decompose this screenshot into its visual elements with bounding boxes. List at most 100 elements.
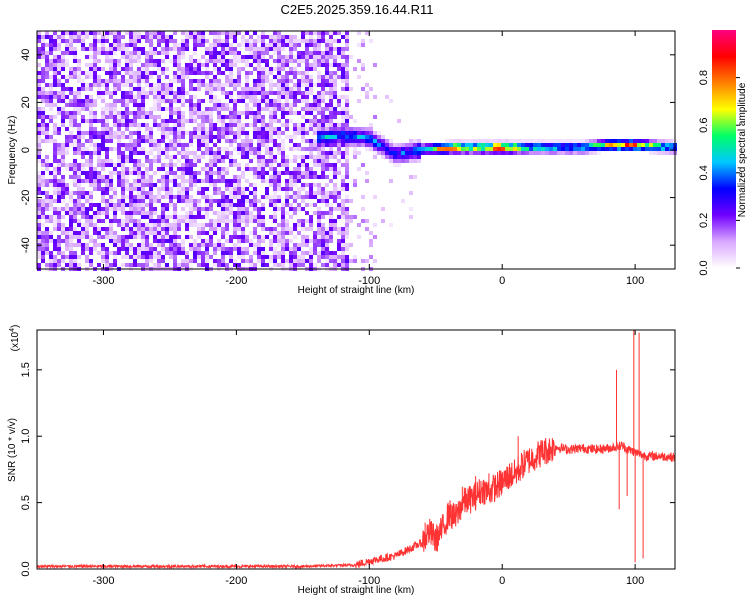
spectrogram-cell (201, 263, 205, 267)
spectrogram-cell (181, 103, 185, 107)
spectrogram-cell (261, 39, 265, 43)
spectrogram-cell (161, 223, 165, 227)
spectrogram-cell (101, 255, 105, 259)
spectrogram-cell (197, 43, 201, 47)
spectrogram-cell (265, 79, 269, 83)
spectrogram-cell (85, 95, 89, 99)
spectrogram-cell (189, 131, 193, 135)
spectrogram-cell (85, 211, 89, 215)
spectrogram-cell (45, 115, 49, 119)
spectrogram-cell (201, 223, 205, 227)
spectrogram-cell (45, 43, 49, 47)
spectrogram-cell (121, 211, 125, 215)
spectrogram-cell (245, 223, 249, 227)
spectrogram-cell (277, 171, 281, 175)
spectrogram-cell (81, 143, 85, 147)
spectrogram-cell (77, 255, 81, 259)
spectrogram-cell (49, 215, 53, 219)
spectrogram-cell (145, 259, 149, 263)
spectrogram-cell (297, 219, 301, 223)
spectrogram-cell (241, 59, 245, 63)
spectrogram-cell (405, 147, 409, 151)
spectrogram-cell (221, 123, 225, 127)
spectrogram-cell (197, 251, 201, 255)
spectrogram-cell (125, 103, 129, 107)
spectrogram-cell (337, 111, 341, 115)
spectrogram-cell (253, 87, 257, 91)
spectrogram-cell (281, 115, 285, 119)
spectrogram-cell (433, 143, 437, 147)
spectrogram-cell (225, 223, 229, 227)
spectrogram-cell (177, 223, 181, 227)
spectrogram-cell (265, 63, 269, 67)
spectrogram-cell (297, 43, 301, 47)
spectrogram-cell (37, 159, 41, 163)
spectrogram-cell (133, 227, 137, 231)
spectrogram-cell (117, 207, 121, 211)
spectrogram-cell (133, 139, 137, 143)
spectrogram-cell (365, 91, 369, 95)
spectrogram-cell (577, 147, 581, 151)
spectrogram-cell (65, 247, 69, 251)
spectrogram-cell (485, 147, 489, 151)
spectrogram-cell (121, 111, 125, 115)
spectrogram-cell (165, 127, 169, 131)
spectrogram-cell (361, 207, 365, 211)
spectrogram-cell (185, 235, 189, 239)
spectrogram-cell (61, 35, 65, 39)
spectrogram-cell (305, 71, 309, 75)
spectrogram-cell (657, 143, 661, 147)
spectrogram-cell (269, 55, 273, 59)
spectrogram-cell (133, 31, 137, 35)
spectrogram-cell (241, 99, 245, 103)
spectrogram-cell (301, 147, 305, 151)
spectrogram-cell (121, 147, 125, 151)
spectrogram-cell (325, 103, 329, 107)
spectrogram-cell (217, 111, 221, 115)
spectrogram-cell (217, 167, 221, 171)
spectrogram-cell (73, 151, 77, 155)
spectrogram-cell (273, 183, 277, 187)
spectrogram-cell (93, 119, 97, 123)
spectrogram-cell (109, 195, 113, 199)
spectrogram-cell (45, 131, 49, 135)
spectrogram-cell (317, 59, 321, 63)
spectrogram-cell (329, 127, 333, 131)
spectrogram-cell (93, 103, 97, 107)
spectrogram-cell (229, 211, 233, 215)
spectrogram-cell (261, 87, 265, 91)
spectrogram-cell (209, 139, 213, 143)
spectrogram-cell (261, 223, 265, 227)
spectrogram-cell (617, 143, 621, 147)
spectrogram-cell (117, 219, 121, 223)
spectrogram-cell (193, 59, 197, 63)
spectrogram-cell (241, 191, 245, 195)
spectrogram-cell (149, 187, 153, 191)
spectrogram-cell (89, 219, 93, 223)
spectrogram-cell (41, 95, 45, 99)
spectrogram-cell (273, 43, 277, 47)
spectrogram-cell (129, 119, 133, 123)
spectrogram-cell (345, 227, 349, 231)
spectrogram-cell (73, 143, 77, 147)
spectrogram-cell (189, 119, 193, 123)
spectrogram-cell (85, 231, 89, 235)
spectrogram-cell (249, 203, 253, 207)
spectrogram-cell (81, 131, 85, 135)
spectrogram-cell (269, 127, 273, 131)
spectrogram-cell (253, 187, 257, 191)
spectrogram-cell (165, 119, 169, 123)
spectrogram-cell (53, 91, 57, 95)
spectrogram-cell (105, 235, 109, 239)
spectrogram-cell (641, 147, 645, 151)
spectrogram-cell (369, 123, 373, 127)
spectrogram-cell (309, 63, 313, 67)
spectrogram-cell (45, 99, 49, 103)
spectrogram-cell (325, 243, 329, 247)
spectrogram-cell (77, 35, 81, 39)
spectrogram-cell (221, 231, 225, 235)
spectrogram-cell (181, 75, 185, 79)
spectrogram-cell (185, 67, 189, 71)
spectrogram-cell (37, 135, 41, 139)
spectrogram-cell (653, 147, 657, 151)
